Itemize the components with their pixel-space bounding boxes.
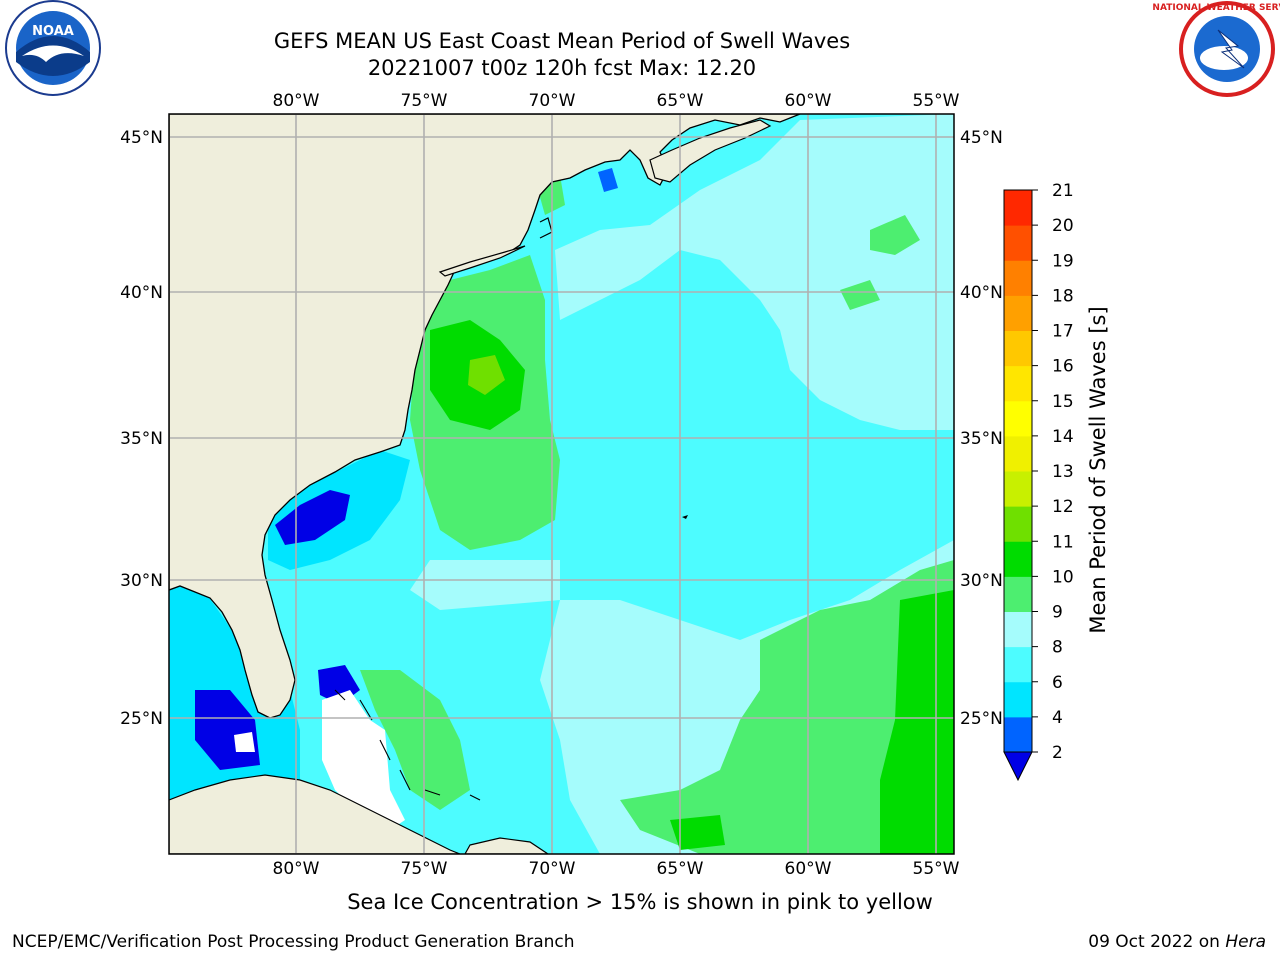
footer-producer: NCEP/EMC/Verification Post Processing Pr…	[12, 932, 575, 952]
colorbar-tick-label: 6	[1052, 673, 1063, 693]
map-panel	[169, 114, 954, 854]
land-cape-cod	[539, 217, 553, 239]
lon-label-bottom: 55°W	[913, 859, 960, 879]
sea-ice-note: Sea Ice Concentration > 15% is shown in …	[347, 890, 933, 914]
lon-label-top: 60°W	[785, 91, 832, 111]
lon-label-top: 55°W	[913, 91, 960, 111]
map-frame	[168, 113, 955, 855]
lat-label-left: 45°N	[120, 128, 163, 148]
contour-9-10-patch-e	[840, 280, 880, 310]
lat-labels-right: 45°N 40°N 35°N 30°N 25°N	[960, 128, 1003, 729]
colorbar-swatch	[1004, 330, 1032, 367]
contour-2-4-maine	[598, 168, 618, 192]
colorbar-swatch	[1004, 400, 1032, 437]
lat-label-left: 25°N	[120, 709, 163, 729]
colorbar-swatch	[1004, 190, 1032, 226]
no-data-gulf	[234, 732, 255, 752]
lon-label-bottom: 60°W	[785, 859, 832, 879]
graticule	[169, 114, 954, 854]
land-long-island	[438, 245, 526, 277]
colorbar-tick-label: 21	[1052, 181, 1074, 201]
colorbar-swatch	[1004, 681, 1032, 718]
land-north-america	[169, 114, 801, 719]
noaa-logo-text: NOAA	[32, 24, 74, 39]
colorbar-under-triangle	[1003, 751, 1033, 782]
colorbar-tick-label: 18	[1052, 286, 1074, 306]
colorbar-tick-label: 16	[1052, 357, 1074, 377]
colorbar-tick-label: 9	[1052, 603, 1063, 623]
nws-logo-text: NATIONAL WEATHER SERVICE	[1152, 3, 1280, 13]
lat-label-right: 35°N	[960, 429, 1003, 449]
contour-8-9-north	[555, 114, 954, 430]
colorbar-swatch	[1004, 225, 1032, 261]
colorbar-swatch	[1004, 506, 1032, 542]
contour-9-10-southeast	[620, 560, 954, 854]
land-bermuda	[682, 515, 688, 519]
colorbar-tick-label: 10	[1052, 567, 1074, 587]
noaa-logo: NOAA	[5, 0, 101, 96]
chart-title: GEFS MEAN US East Coast Mean Period of S…	[273, 29, 851, 53]
lat-label-right: 25°N	[960, 709, 1003, 729]
contour-10-11-caribbean	[670, 815, 725, 850]
colorbar-label: Mean Period of Swell Waves [s]	[1086, 306, 1110, 634]
land-hispaniola	[464, 837, 550, 854]
colorbar-tick-label: 4	[1052, 708, 1063, 728]
contour-11-12-core	[468, 355, 505, 395]
lat-label-left: 30°N	[120, 571, 163, 591]
contour-9-10-patch-ne	[870, 215, 920, 255]
colorbar-swatch	[1004, 260, 1032, 296]
lon-labels-top: 80°W 75°W 70°W 65°W 60°W 55°W	[273, 91, 960, 111]
colorbar: 2 4 6 8 9 10 11 12 13 14 15 16 17 18 19 20 21	[1003, 181, 1074, 782]
lat-label-left: 40°N	[120, 283, 163, 303]
colorbar-tick-label: 13	[1052, 462, 1074, 482]
colorbar-swatch	[1004, 576, 1032, 612]
contour-8-9-west	[410, 560, 560, 610]
colorbar-swatch	[1004, 716, 1032, 753]
colorbar-swatch	[1004, 435, 1032, 472]
colorbar-tick-label: 17	[1052, 322, 1074, 342]
lat-label-right: 45°N	[960, 128, 1003, 148]
lon-label-top: 80°W	[273, 91, 320, 111]
lon-labels-bottom: 80°W 75°W 70°W 65°W 60°W 55°W	[273, 859, 960, 879]
lon-label-top: 70°W	[529, 91, 576, 111]
footer-date: 09 Oct 2022 on Hera	[1088, 932, 1266, 952]
lon-label-bottom: 65°W	[657, 859, 704, 879]
colorbar-tick-label: 14	[1052, 427, 1074, 447]
colorbar-tick-label: 20	[1052, 216, 1074, 236]
footer-host: Hera	[1225, 932, 1266, 952]
lat-label-right: 40°N	[960, 283, 1003, 303]
lon-label-top: 75°W	[401, 91, 448, 111]
contour-2-4-georgia	[275, 490, 350, 545]
colorbar-swatch	[1004, 471, 1032, 507]
land-cuba	[169, 774, 461, 854]
colorbar-swatch	[1004, 541, 1032, 577]
colorbar-tick-label: 8	[1052, 638, 1063, 658]
colorbar-tick-label: 15	[1052, 392, 1074, 412]
lat-label-left: 35°N	[120, 429, 163, 449]
no-data-bahamas	[322, 690, 405, 830]
chart-subtitle: 20221007 t00z 120h fcst Max: 12.20	[367, 56, 757, 80]
nws-logo: NATIONAL WEATHER SERVICE	[1152, 1, 1280, 97]
lon-label-bottom: 80°W	[273, 859, 320, 879]
lon-label-top: 65°W	[657, 91, 704, 111]
lon-label-bottom: 75°W	[401, 859, 448, 879]
colorbar-swatch	[1004, 295, 1032, 331]
colorbar-tick-label: 2	[1052, 743, 1063, 763]
colorbar-swatch	[1004, 611, 1032, 648]
lat-labels-left: 45°N 40°N 35°N 30°N 25°N	[120, 128, 163, 729]
lat-label-right: 30°N	[960, 571, 1003, 591]
lon-label-bottom: 70°W	[529, 859, 576, 879]
colorbar-tick-label: 12	[1052, 497, 1074, 517]
colorbar-tick-label: 19	[1052, 251, 1074, 271]
colorbar-swatch	[1004, 646, 1032, 683]
contour-9-10-bahamas	[360, 670, 470, 810]
colorbar-swatch	[1004, 365, 1032, 402]
colorbar-tick-label: 11	[1052, 532, 1074, 552]
land-bahamas	[334, 689, 481, 801]
